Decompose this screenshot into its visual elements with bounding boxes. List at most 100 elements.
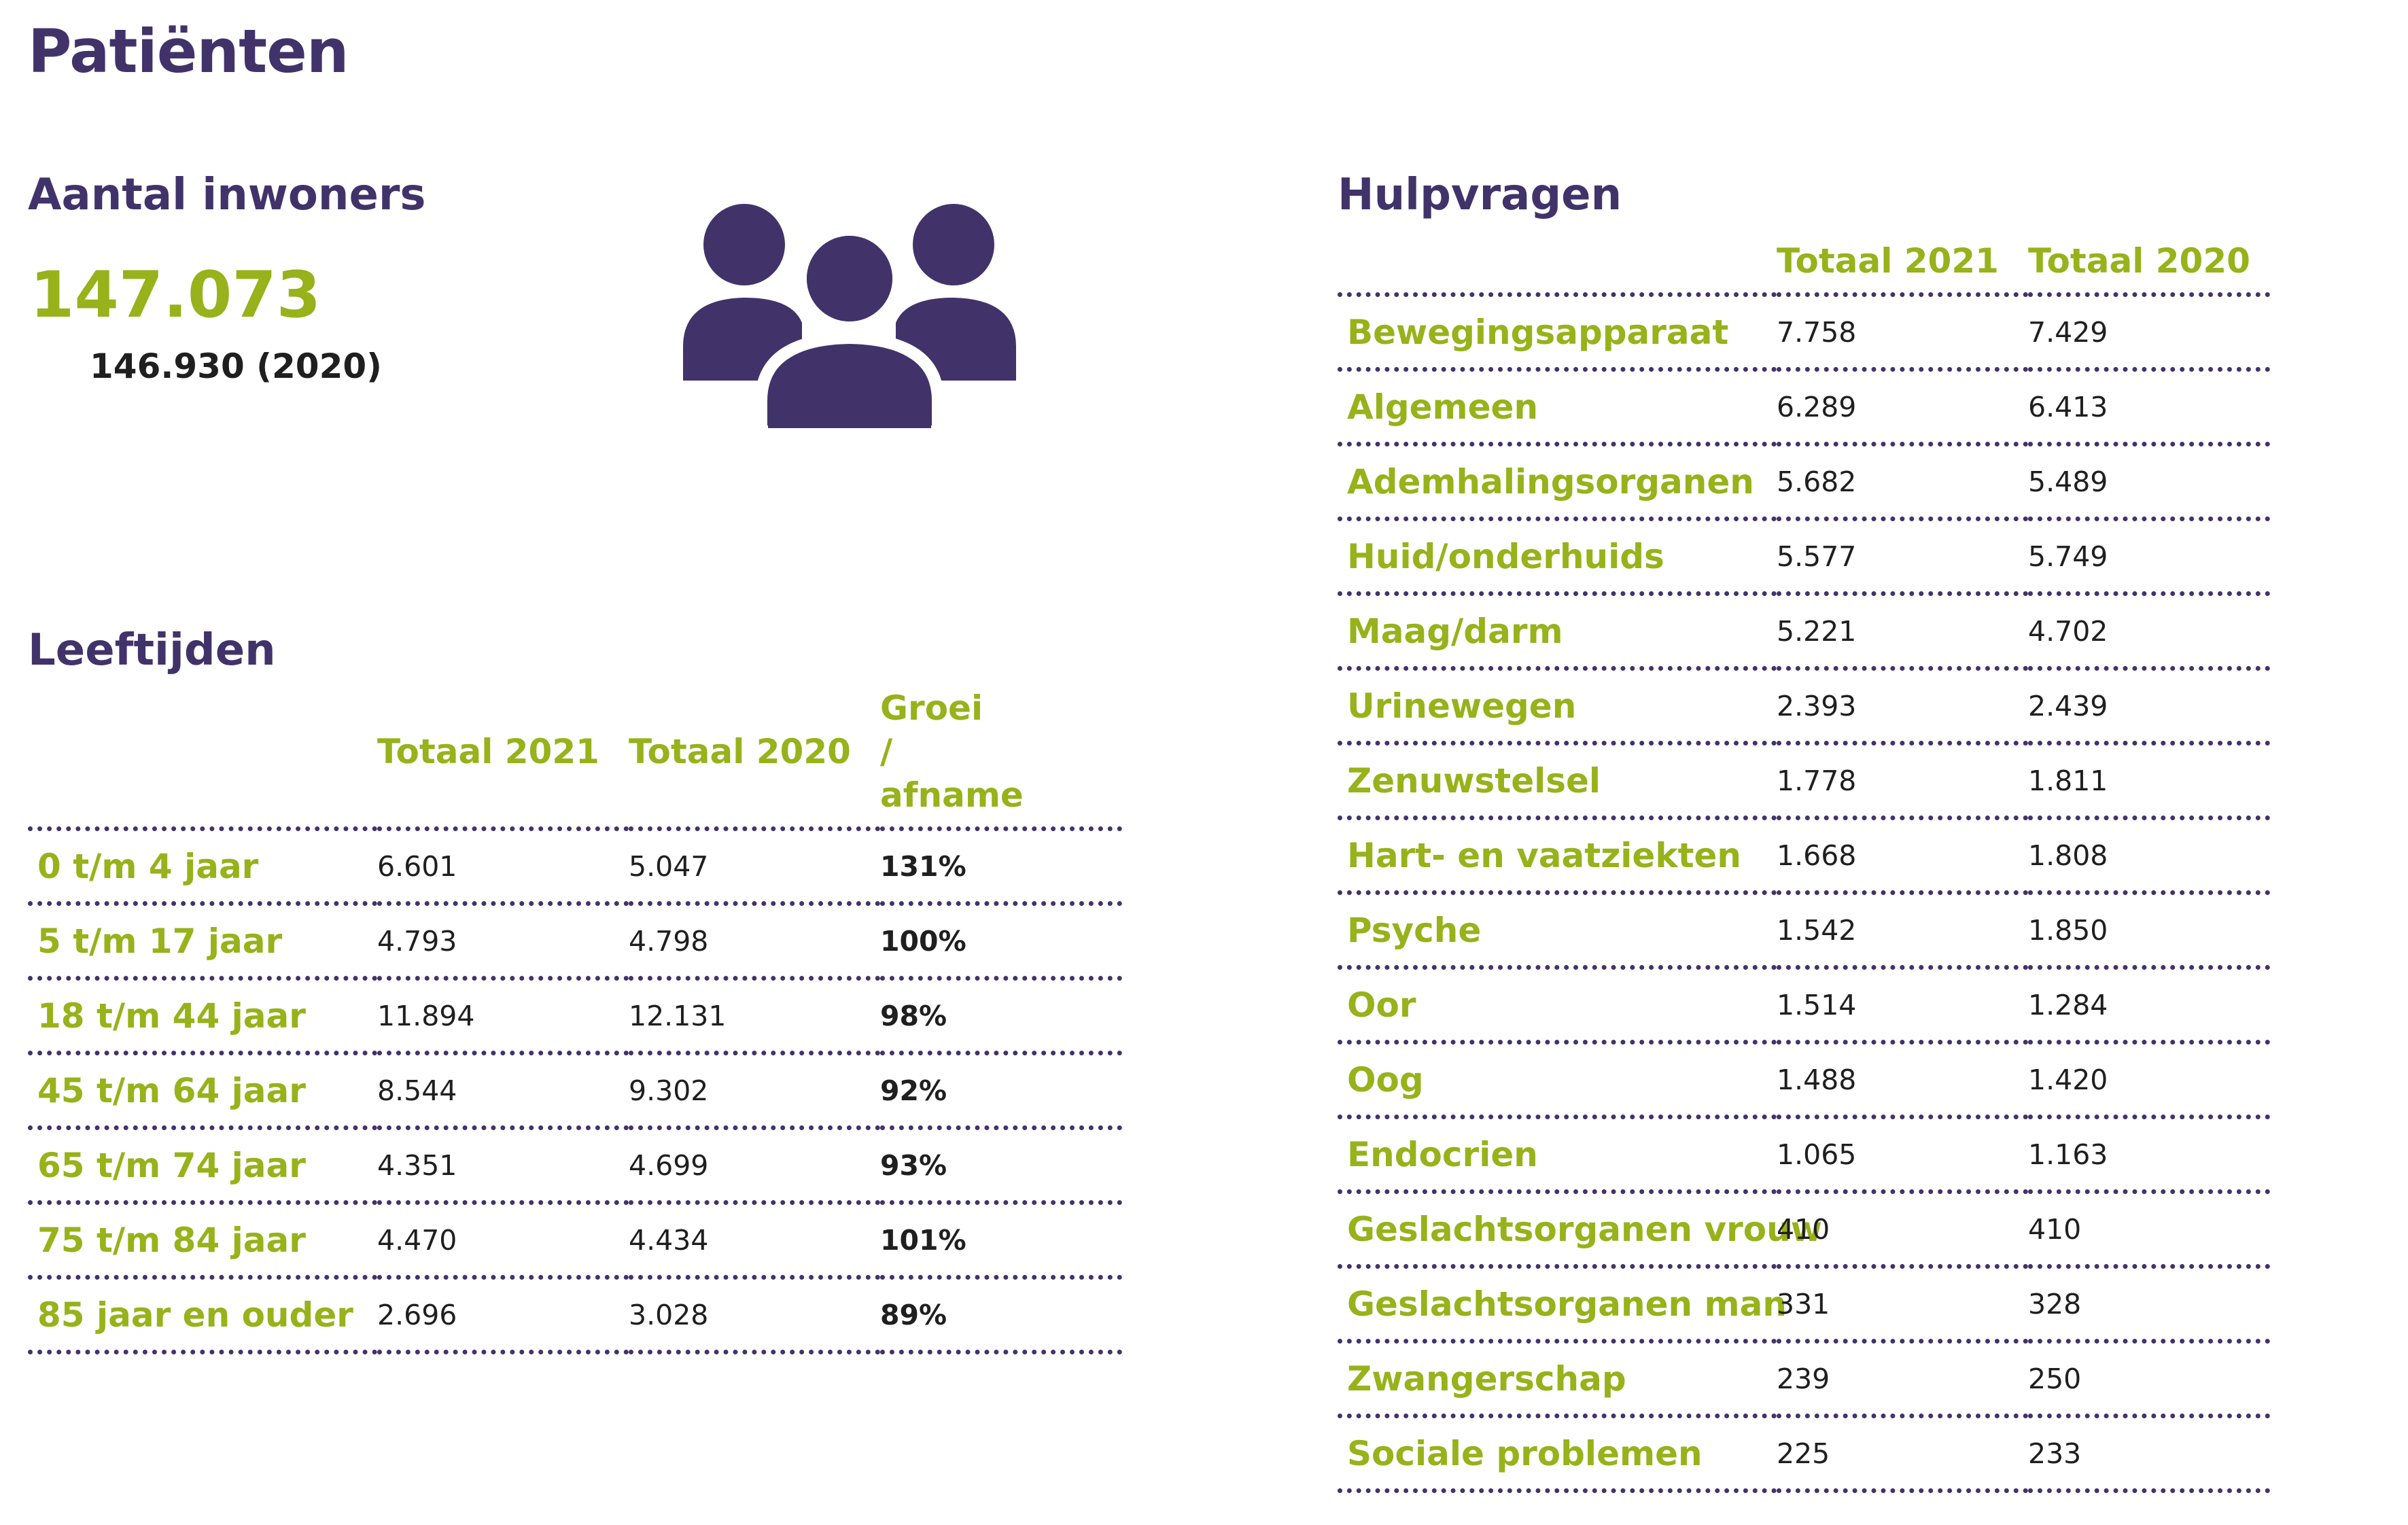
hulpvragen-cell-t2020: 1.163 xyxy=(2028,1117,2270,1194)
hulpvragen-cell-label: Hart- en vaatziekten xyxy=(1338,818,1777,895)
leeftijden-cell-t2020: 4.699 xyxy=(629,1127,880,1205)
hulpvragen-cell-label: Geslachtsorganen man xyxy=(1338,1266,1787,1344)
hulpvragen-heading: Hulpvragen xyxy=(1338,170,1622,220)
leeftijden-row: 65 t/m 74 jaar 4.351 4.699 93% xyxy=(28,1127,1122,1205)
hulpvragen-cell-label: Endocrien xyxy=(1338,1117,1777,1194)
leeftijden-row: 45 t/m 64 jaar 8.544 9.302 92% xyxy=(28,1053,1122,1130)
leeftijden-cell-t2021: 4.793 xyxy=(377,903,629,981)
hulpvragen-row: Psyche 1.542 1.850 xyxy=(1338,892,2270,970)
hulpvragen-cell-t2021: 1.488 xyxy=(1777,1042,2028,1119)
hulpvragen-header-2021: Totaal 2021 xyxy=(1777,239,2028,297)
hulpvragen-cell-label: Bewegingsapparaat xyxy=(1338,294,1777,372)
leeftijden-cell-t2021: 4.351 xyxy=(377,1127,629,1205)
hulpvragen-row: Ademhalingsorganen 5.682 5.489 xyxy=(1338,444,2270,521)
hulpvragen-cell-t2021: 410 xyxy=(1777,1191,2028,1269)
hulpvragen-cell-t2020: 328 xyxy=(2028,1266,2270,1344)
leeftijden-cell-t2020: 9.302 xyxy=(629,1053,880,1130)
hulpvragen-table: Totaal 2021 Totaal 2020 Bewegingsapparaa… xyxy=(1338,239,2270,1493)
hulpvragen-cell-t2020: 1.808 xyxy=(2028,818,2270,895)
leeftijden-cell-label: 85 jaar en ouder xyxy=(28,1277,377,1354)
hulpvragen-cell-t2021: 1.778 xyxy=(1777,743,2028,820)
hulpvragen-cell-label: Geslachtsorganen vrouw xyxy=(1338,1191,1822,1269)
leeftijden-cell-t2020: 4.434 xyxy=(629,1202,880,1280)
hulpvragen-cell-t2021: 239 xyxy=(1777,1341,2028,1418)
hulpvragen-row: Endocrien 1.065 1.163 xyxy=(1338,1117,2270,1194)
people-group-icon xyxy=(683,204,1016,435)
leeftijden-cell-t2021: 2.696 xyxy=(377,1277,629,1354)
hulpvragen-cell-t2020: 250 xyxy=(2028,1341,2270,1418)
leeftijden-cell-growth: 93% xyxy=(880,1127,1122,1205)
hulpvragen-cell-t2021: 331 xyxy=(1777,1266,2028,1344)
hulpvragen-row: Huid/onderhuids 5.577 5.749 xyxy=(1338,519,2270,596)
leeftijden-row: 18 t/m 44 jaar 11.894 12.131 98% xyxy=(28,978,1122,1055)
leeftijden-cell-label: 0 t/m 4 jaar xyxy=(28,828,377,906)
hulpvragen-cell-t2021: 1.668 xyxy=(1777,818,2028,895)
hulpvragen-cell-t2020: 1.850 xyxy=(2028,892,2270,970)
hulpvragen-cell-label: Urinewegen xyxy=(1338,668,1777,746)
leeftijden-cell-growth: 89% xyxy=(880,1277,1122,1354)
hulpvragen-cell-label: Ademhalingsorganen xyxy=(1338,444,1777,521)
hulpvragen-cell-label: Maag/darm xyxy=(1338,593,1777,671)
hulpvragen-cell-t2021: 1.514 xyxy=(1777,967,2028,1045)
leeftijden-cell-growth: 98% xyxy=(880,978,1122,1055)
hulpvragen-cell-t2021: 7.758 xyxy=(1777,294,2028,372)
hulpvragen-row: Maag/darm 5.221 4.702 xyxy=(1338,593,2270,671)
hulpvragen-header-2020: Totaal 2020 xyxy=(2028,239,2270,297)
hulpvragen-cell-label: Zenuwstelsel xyxy=(1338,743,1777,820)
hulpvragen-row: Geslachtsorganen vrouw 410 410 xyxy=(1338,1191,2270,1269)
leeftijden-cell-t2021: 4.470 xyxy=(377,1202,629,1280)
hulpvragen-cell-label: Zwangerschap xyxy=(1338,1341,1777,1418)
leeftijden-cell-t2021: 11.894 xyxy=(377,978,629,1055)
hulpvragen-cell-t2021: 1.065 xyxy=(1777,1117,2028,1194)
leeftijden-cell-label: 45 t/m 64 jaar xyxy=(28,1053,377,1130)
hulpvragen-row: Geslachtsorganen man 331 328 xyxy=(1338,1266,2270,1344)
leeftijden-cell-t2020: 4.798 xyxy=(629,903,880,981)
leeftijden-row: 85 jaar en ouder 2.696 3.028 89% xyxy=(28,1277,1122,1354)
hulpvragen-row: Oor 1.514 1.284 xyxy=(1338,967,2270,1045)
hulpvragen-row: Hart- en vaatziekten 1.668 1.808 xyxy=(1338,818,2270,895)
hulpvragen-cell-t2020: 5.489 xyxy=(2028,444,2270,521)
hulpvragen-header-row: Totaal 2021 Totaal 2020 xyxy=(1338,239,2270,297)
leeftijden-header-growth: Groei / afname xyxy=(880,686,1122,831)
leeftijden-header-row: Totaal 2021 Totaal 2020 Groei / afname xyxy=(28,686,1122,831)
leeftijden-cell-t2020: 5.047 xyxy=(629,828,880,906)
hulpvragen-cell-t2020: 2.439 xyxy=(2028,668,2270,746)
hulpvragen-row: Oog 1.488 1.420 xyxy=(1338,1042,2270,1119)
inwoners-previous-count: 146.930 (2020) xyxy=(90,347,383,386)
leeftijden-cell-growth: 92% xyxy=(880,1053,1122,1130)
inwoners-heading: Aantal inwoners xyxy=(28,170,426,220)
leeftijden-cell-t2020: 12.131 xyxy=(629,978,880,1055)
hulpvragen-cell-t2020: 1.420 xyxy=(2028,1042,2270,1119)
leeftijden-row: 0 t/m 4 jaar 6.601 5.047 131% xyxy=(28,828,1122,906)
hulpvragen-row: Zenuwstelsel 1.778 1.811 xyxy=(1338,743,2270,820)
hulpvragen-cell-t2021: 5.221 xyxy=(1777,593,2028,671)
hulpvragen-header-category xyxy=(1338,239,1777,297)
leeftijden-row: 5 t/m 17 jaar 4.793 4.798 100% xyxy=(28,903,1122,981)
leeftijden-cell-t2021: 6.601 xyxy=(377,828,629,906)
hulpvragen-row: Algemeen 6.289 6.413 xyxy=(1338,369,2270,446)
hulpvragen-cell-t2020: 410 xyxy=(2028,1191,2270,1269)
inwoners-current-count: 147.073 xyxy=(30,258,321,332)
leeftijden-cell-growth: 131% xyxy=(880,828,1122,906)
hulpvragen-cell-t2021: 225 xyxy=(1777,1416,2028,1493)
hulpvragen-cell-label: Sociale problemen xyxy=(1338,1416,1777,1493)
page-title: Patiënten xyxy=(28,16,349,86)
leeftijden-cell-growth: 100% xyxy=(880,903,1122,981)
hulpvragen-row: Urinewegen 2.393 2.439 xyxy=(1338,668,2270,746)
hulpvragen-row: Bewegingsapparaat 7.758 7.429 xyxy=(1338,294,2270,372)
leeftijden-table: Totaal 2021 Totaal 2020 Groei / afname 0… xyxy=(28,686,1122,1354)
hulpvragen-cell-t2020: 1.811 xyxy=(2028,743,2270,820)
leeftijden-header-2020: Totaal 2020 xyxy=(629,686,880,831)
hulpvragen-row: Sociale problemen 225 233 xyxy=(1338,1416,2270,1493)
leeftijden-cell-t2021: 8.544 xyxy=(377,1053,629,1130)
hulpvragen-cell-label: Algemeen xyxy=(1338,369,1777,446)
hulpvragen-cell-t2021: 5.682 xyxy=(1777,444,2028,521)
hulpvragen-cell-label: Huid/onderhuids xyxy=(1338,519,1777,596)
leeftijden-cell-label: 75 t/m 84 jaar xyxy=(28,1202,377,1280)
leeftijden-cell-growth: 101% xyxy=(880,1202,1122,1280)
leeftijden-cell-label: 5 t/m 17 jaar xyxy=(28,903,377,981)
leeftijden-heading: Leeftijden xyxy=(28,625,276,676)
leeftijden-header-category xyxy=(28,686,377,831)
hulpvragen-cell-label: Oor xyxy=(1338,967,1777,1045)
hulpvragen-cell-t2020: 6.413 xyxy=(2028,369,2270,446)
